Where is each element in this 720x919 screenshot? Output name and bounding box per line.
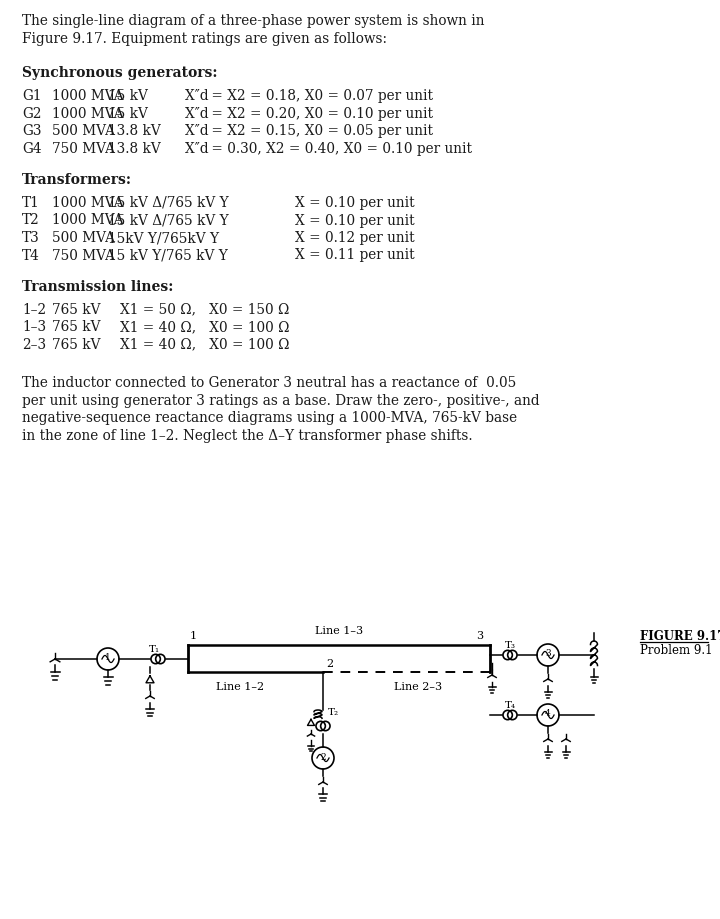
Text: 2: 2 xyxy=(326,659,333,669)
Text: X = 0.10 per unit: X = 0.10 per unit xyxy=(295,196,415,210)
Text: T3: T3 xyxy=(22,231,40,245)
Text: The single-line diagram of a three-phase power system is shown in: The single-line diagram of a three-phase… xyxy=(22,14,485,28)
Text: 500 MVA: 500 MVA xyxy=(52,124,115,138)
Text: The inductor connected to Generator 3 neutral has a reactance of  0.05: The inductor connected to Generator 3 ne… xyxy=(22,376,516,391)
Text: T1: T1 xyxy=(22,196,40,210)
Text: 500 MVA: 500 MVA xyxy=(52,231,115,245)
Text: 750 MVA: 750 MVA xyxy=(52,248,115,263)
Text: T₁: T₁ xyxy=(149,645,160,654)
Text: T2: T2 xyxy=(22,213,40,228)
Text: Line 1–2: Line 1–2 xyxy=(217,682,264,692)
Text: 1: 1 xyxy=(190,631,197,641)
Text: X″d = X2 = 0.15, X0 = 0.05 per unit: X″d = X2 = 0.15, X0 = 0.05 per unit xyxy=(185,124,433,138)
Text: Line 1–3: Line 1–3 xyxy=(315,626,363,636)
Text: 1000 MVA: 1000 MVA xyxy=(52,213,124,228)
Text: negative-sequence reactance diagrams using a 1000-MVA, 765-kV base: negative-sequence reactance diagrams usi… xyxy=(22,411,517,425)
Text: Line 2–3: Line 2–3 xyxy=(395,682,443,692)
Text: 1–2: 1–2 xyxy=(22,302,46,317)
Text: G4: G4 xyxy=(22,142,42,155)
Text: X1 = 50 Ω,   X0 = 150 Ω: X1 = 50 Ω, X0 = 150 Ω xyxy=(120,302,289,317)
Text: X = 0.10 per unit: X = 0.10 per unit xyxy=(295,213,415,228)
Text: 4: 4 xyxy=(545,709,551,719)
Text: Transformers:: Transformers: xyxy=(22,174,132,187)
Text: G1: G1 xyxy=(22,89,42,103)
Text: 2–3: 2–3 xyxy=(22,338,46,352)
Text: 1: 1 xyxy=(105,653,111,663)
Text: Synchronous generators:: Synchronous generators: xyxy=(22,66,217,81)
Text: X1 = 40 Ω,   X0 = 100 Ω: X1 = 40 Ω, X0 = 100 Ω xyxy=(120,338,289,352)
Text: 765 kV: 765 kV xyxy=(52,320,101,335)
Text: 13.8 kV: 13.8 kV xyxy=(108,124,161,138)
Text: 3: 3 xyxy=(545,650,551,659)
Text: FIGURE 9.17: FIGURE 9.17 xyxy=(640,630,720,643)
Text: 15 kV Δ/765 kV Y: 15 kV Δ/765 kV Y xyxy=(108,213,229,228)
Text: X = 0.11 per unit: X = 0.11 per unit xyxy=(295,248,415,263)
Text: Figure 9.17. Equipment ratings are given as follows:: Figure 9.17. Equipment ratings are given… xyxy=(22,31,387,46)
Text: T₄: T₄ xyxy=(505,701,516,710)
Text: 15 kV Δ/765 kV Y: 15 kV Δ/765 kV Y xyxy=(108,196,229,210)
Text: X″d = X2 = 0.20, X0 = 0.10 per unit: X″d = X2 = 0.20, X0 = 0.10 per unit xyxy=(185,107,433,120)
Text: 3: 3 xyxy=(476,631,483,641)
Text: Transmission lines:: Transmission lines: xyxy=(22,280,174,294)
Text: per unit using generator 3 ratings as a base. Draw the zero-, positive-, and: per unit using generator 3 ratings as a … xyxy=(22,393,539,408)
Text: X = 0.12 per unit: X = 0.12 per unit xyxy=(295,231,415,245)
Text: Problem 9.1: Problem 9.1 xyxy=(640,644,713,657)
Text: 1000 MVA: 1000 MVA xyxy=(52,89,124,103)
Text: G3: G3 xyxy=(22,124,42,138)
Text: 750 MVA: 750 MVA xyxy=(52,142,115,155)
Text: 13.8 kV: 13.8 kV xyxy=(108,142,161,155)
Text: 765 kV: 765 kV xyxy=(52,302,101,317)
Text: 1000 MVA: 1000 MVA xyxy=(52,196,124,210)
Text: X″d = X2 = 0.18, X0 = 0.07 per unit: X″d = X2 = 0.18, X0 = 0.07 per unit xyxy=(185,89,433,103)
Text: 15 kV: 15 kV xyxy=(108,89,148,103)
Text: T4: T4 xyxy=(22,248,40,263)
Text: T₃: T₃ xyxy=(505,641,516,650)
Text: 15 kV: 15 kV xyxy=(108,107,148,120)
Text: 765 kV: 765 kV xyxy=(52,338,101,352)
Text: T₂: T₂ xyxy=(328,708,339,717)
Text: G2: G2 xyxy=(22,107,42,120)
Text: 1–3: 1–3 xyxy=(22,320,46,335)
Text: X″d = 0.30, X2 = 0.40, X0 = 0.10 per unit: X″d = 0.30, X2 = 0.40, X0 = 0.10 per uni… xyxy=(185,142,472,155)
Text: X1 = 40 Ω,   X0 = 100 Ω: X1 = 40 Ω, X0 = 100 Ω xyxy=(120,320,289,335)
Text: 15kV Y/765kV Y: 15kV Y/765kV Y xyxy=(108,231,219,245)
Text: 2: 2 xyxy=(320,753,326,762)
Text: 15 kV Y/765 kV Y: 15 kV Y/765 kV Y xyxy=(108,248,228,263)
Text: in the zone of line 1–2. Neglect the Δ–Y transformer phase shifts.: in the zone of line 1–2. Neglect the Δ–Y… xyxy=(22,429,472,443)
Text: 1000 MVA: 1000 MVA xyxy=(52,107,124,120)
